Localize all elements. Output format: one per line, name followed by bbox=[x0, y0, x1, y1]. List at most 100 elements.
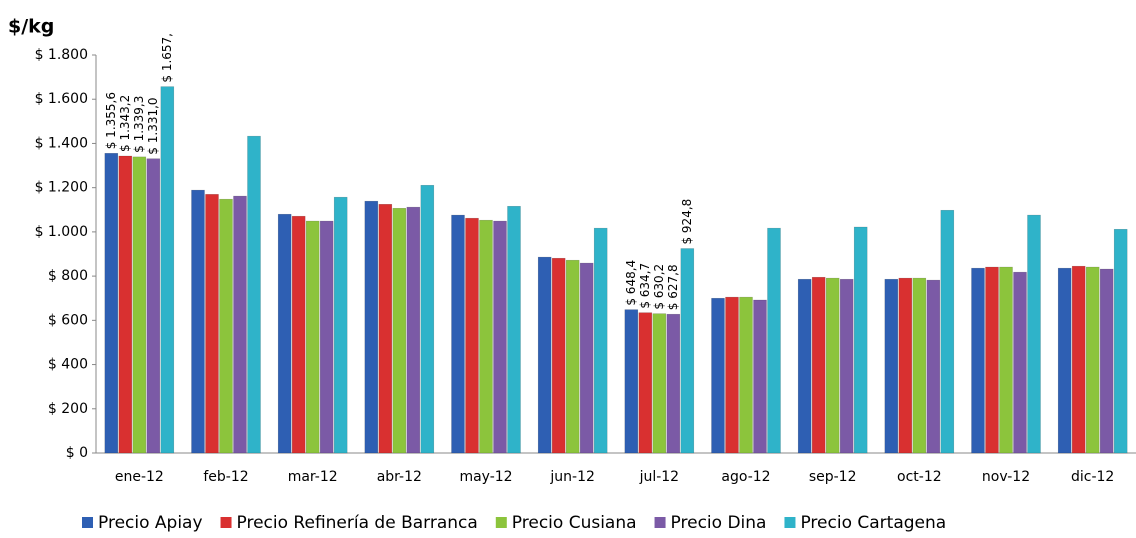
data-label: $ 1.339,3 bbox=[132, 96, 146, 153]
bar bbox=[378, 204, 393, 454]
legend-label: Precio Cusiana bbox=[512, 513, 637, 533]
x-tick-label: jul-12 bbox=[639, 469, 680, 485]
bar bbox=[205, 194, 219, 454]
bar bbox=[451, 214, 465, 454]
bar bbox=[551, 257, 566, 454]
bar bbox=[985, 266, 999, 454]
bar bbox=[493, 220, 507, 454]
bar bbox=[1027, 214, 1041, 454]
x-tick-label: nov-12 bbox=[982, 469, 1030, 485]
bar bbox=[565, 259, 580, 454]
bar bbox=[1013, 271, 1027, 454]
bar bbox=[853, 226, 868, 454]
bar bbox=[479, 219, 493, 454]
bar bbox=[333, 196, 348, 454]
x-tick-label: ago-12 bbox=[721, 469, 770, 485]
x-tick-label: oct-12 bbox=[897, 469, 942, 485]
bar bbox=[118, 155, 133, 454]
y-tick-label: $ 1.400 bbox=[35, 135, 88, 151]
bar bbox=[305, 220, 320, 454]
bar bbox=[247, 135, 261, 454]
x-tick-label: ene-12 bbox=[115, 469, 164, 485]
data-label: $ 1.331,0 bbox=[146, 97, 160, 154]
legend-swatch bbox=[495, 517, 507, 528]
y-tick-label: $ 1.800 bbox=[35, 47, 88, 63]
bar bbox=[160, 86, 175, 454]
bar bbox=[825, 277, 840, 454]
bar bbox=[680, 248, 695, 454]
legend-swatch bbox=[654, 517, 666, 528]
bar bbox=[767, 227, 781, 454]
bar bbox=[811, 276, 826, 454]
legend-swatch bbox=[82, 517, 93, 528]
legend-swatch bbox=[784, 517, 796, 528]
x-tick-label: sep-12 bbox=[809, 469, 857, 485]
x-tick-label: abr-12 bbox=[377, 469, 422, 485]
y-tick-label: $ 1.600 bbox=[35, 91, 88, 107]
legend-label: Precio Cartagena bbox=[800, 513, 946, 533]
x-tick-label: dic-12 bbox=[1071, 469, 1114, 485]
legend-label: Precio Apiay bbox=[98, 513, 203, 533]
bar bbox=[233, 195, 247, 454]
y-tick-label: $ 400 bbox=[48, 357, 88, 373]
bar bbox=[579, 262, 594, 454]
bar bbox=[1057, 267, 1072, 454]
bar bbox=[104, 153, 119, 454]
bar bbox=[912, 277, 927, 454]
bar bbox=[898, 277, 913, 454]
data-label: $ 1.657, bbox=[160, 33, 174, 83]
data-label: $ 627,8 bbox=[666, 264, 680, 310]
bar bbox=[1085, 266, 1100, 454]
bar bbox=[739, 296, 753, 454]
x-tick-label: jun-12 bbox=[549, 469, 595, 485]
bar bbox=[191, 189, 205, 454]
bar bbox=[1113, 228, 1128, 454]
bar bbox=[926, 279, 941, 454]
y-tick-label: $ 1.000 bbox=[35, 224, 88, 240]
bar bbox=[1099, 268, 1114, 454]
bar bbox=[277, 213, 292, 454]
y-tick-label: $ 0 bbox=[66, 445, 88, 461]
bar bbox=[219, 198, 233, 454]
data-label: $ 634,7 bbox=[638, 263, 652, 309]
bar bbox=[593, 227, 608, 454]
bar bbox=[392, 207, 407, 454]
bar bbox=[971, 267, 985, 454]
bar bbox=[624, 309, 639, 454]
y-tick-label: $ 800 bbox=[48, 268, 88, 284]
bar bbox=[839, 278, 854, 454]
x-tick-label: may-12 bbox=[459, 469, 512, 485]
bar bbox=[999, 266, 1013, 454]
bar bbox=[319, 220, 334, 454]
bar bbox=[711, 297, 725, 454]
bar bbox=[884, 278, 899, 454]
bar bbox=[666, 313, 681, 454]
y-tick-label: $ 200 bbox=[48, 401, 88, 417]
bar bbox=[420, 184, 435, 454]
legend-label: Precio Dina bbox=[671, 513, 767, 533]
data-label: $ 1.355,6 bbox=[104, 92, 118, 149]
y-tick-label: $ 1.200 bbox=[35, 180, 88, 196]
data-label: $ 630,2 bbox=[652, 264, 666, 310]
bar bbox=[638, 312, 653, 454]
x-tick-label: feb-12 bbox=[203, 469, 248, 485]
bar bbox=[364, 200, 379, 454]
bar bbox=[507, 205, 521, 454]
bar bbox=[146, 158, 161, 454]
bar bbox=[291, 215, 306, 454]
y-tick-label: $ 600 bbox=[48, 312, 88, 328]
bar bbox=[652, 313, 667, 454]
x-tick-label: mar-12 bbox=[288, 469, 338, 485]
bar bbox=[465, 217, 479, 454]
bar bbox=[406, 206, 421, 454]
data-label: $ 1.343,2 bbox=[118, 95, 132, 152]
data-label: $ 648,4 bbox=[624, 260, 638, 306]
bar bbox=[725, 296, 739, 454]
y-axis-label: $/kg bbox=[8, 16, 54, 38]
bar bbox=[940, 209, 955, 454]
legend-swatch bbox=[220, 517, 232, 528]
bar bbox=[797, 278, 812, 454]
bar bbox=[1071, 265, 1086, 454]
bar bbox=[132, 156, 147, 454]
